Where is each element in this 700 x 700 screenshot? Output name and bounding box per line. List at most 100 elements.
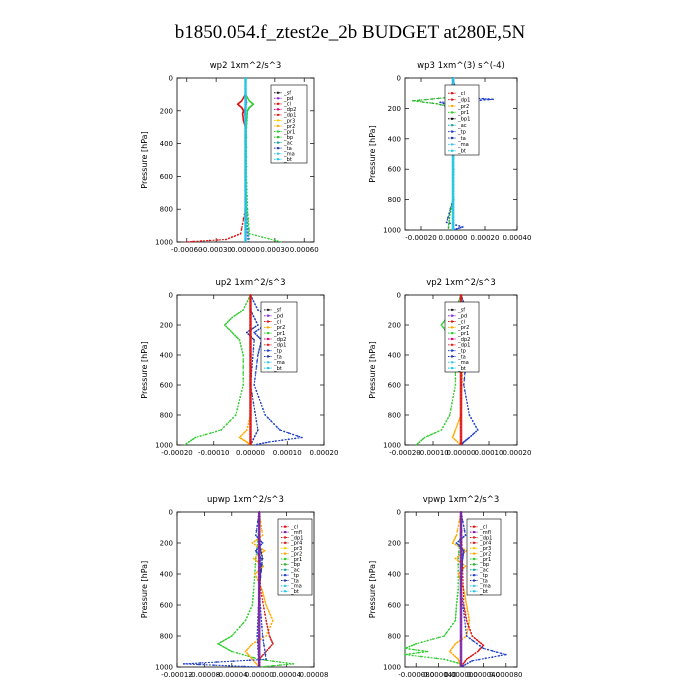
series-marker-pr1 <box>246 97 249 100</box>
series-marker-ta <box>253 339 256 341</box>
series-marker-cl <box>240 228 243 230</box>
legend-label: _pr1 <box>457 110 469 116</box>
series-marker-tp <box>439 101 442 104</box>
y-tick-label: 400 <box>388 571 401 579</box>
series-marker-pr1 <box>239 396 242 398</box>
series-marker-cl <box>462 663 465 665</box>
series-marker-tp <box>257 354 259 356</box>
series-marker-pr1 <box>226 321 229 323</box>
legend-label: _pr3 <box>290 546 302 552</box>
series-marker-pr2 <box>452 433 455 436</box>
series-marker-pr2 <box>254 573 256 575</box>
series-marker-ta <box>252 438 255 440</box>
legend-label: _mfl <box>290 530 302 536</box>
series-marker-pr1 <box>226 327 229 329</box>
legend-marker <box>276 135 280 139</box>
x-tick-label: -0.00004 <box>216 671 248 679</box>
series-marker-pr1 <box>252 588 255 591</box>
series-marker-cl <box>473 637 476 639</box>
series-marker-pr1 <box>443 423 446 425</box>
series-marker-tp <box>259 345 261 347</box>
series-marker-cl <box>242 218 245 220</box>
series-marker-pr2 <box>454 429 457 431</box>
y-tick-label: 200 <box>388 540 401 548</box>
series-marker-pr2 <box>456 559 459 561</box>
legend-marker <box>266 308 270 312</box>
series-marker-tp <box>254 303 256 305</box>
legend-marker <box>450 130 454 133</box>
series-marker-tp <box>482 97 485 100</box>
series-marker-pr1 <box>404 653 406 656</box>
series-marker-pr1 <box>220 429 223 431</box>
series-marker-pr2 <box>457 658 460 661</box>
legend-marker <box>472 552 476 555</box>
series-marker-pr2 <box>465 601 467 603</box>
x-tick-label: 0.00000 <box>439 234 468 242</box>
series-marker-tp <box>259 442 261 445</box>
series-marker-pr2 <box>451 542 454 544</box>
series-marker-pr1 <box>223 426 225 428</box>
x-tick-label: -0.00020 <box>389 449 420 457</box>
series-marker-tp <box>259 402 262 404</box>
legend-label: _ta <box>283 146 292 152</box>
series-marker-tp <box>283 430 286 433</box>
series-marker-tp <box>462 554 464 557</box>
series-marker-tp <box>199 662 202 664</box>
series-marker-pr1 <box>457 570 460 572</box>
series-marker-pr2 <box>453 432 456 434</box>
legend-label: _cl <box>457 319 465 325</box>
series-marker-pr1 <box>456 601 458 603</box>
series-marker-bp <box>421 101 424 103</box>
y-axis-label: Pressure [hPa] <box>140 131 149 188</box>
series-marker-pr2 <box>269 625 272 628</box>
series-marker-ta <box>254 318 256 320</box>
series-marker-pr1 <box>413 652 415 655</box>
series-marker-tp <box>461 226 464 228</box>
series-marker-pr1 <box>453 661 456 663</box>
series-marker-tp <box>473 432 476 434</box>
series-marker-pr1 <box>457 551 460 554</box>
panel-title: wp3 1xm^(3) s^(-4) <box>417 61 505 71</box>
series-marker-tp <box>462 664 465 667</box>
series-marker-pr2 <box>455 439 457 442</box>
series-marker-tp <box>215 661 218 663</box>
series-marker-pr2 <box>453 644 456 647</box>
series-marker-pr2 <box>453 539 456 541</box>
series-marker-pr2 <box>266 607 269 609</box>
series-marker-pr1 <box>446 659 449 662</box>
series-marker-pr1 <box>185 442 188 445</box>
series-marker-pr1 <box>237 312 240 314</box>
x-tick-label: 0.00010 <box>273 449 302 457</box>
series-marker-tp <box>482 647 485 650</box>
series-marker-tp <box>457 227 460 230</box>
series-marker-pr2 <box>457 573 460 575</box>
series-marker-cl <box>476 650 479 653</box>
legend-label: _tp <box>479 573 489 579</box>
series-marker-pr2 <box>261 534 264 537</box>
series-marker-pr1 <box>246 300 249 302</box>
series-marker-ta <box>261 557 264 560</box>
series-marker-tp <box>248 659 251 662</box>
series-marker-pr1 <box>454 619 457 622</box>
legend-label: _sf <box>283 91 291 97</box>
legend-marker <box>266 320 270 323</box>
series-marker-pr2 <box>453 430 456 433</box>
series-marker-cl <box>200 240 203 242</box>
series-marker-bp <box>416 100 419 103</box>
legend-marker <box>276 158 280 161</box>
series-marker-pr4 <box>265 619 267 622</box>
series-marker-pr1 <box>410 644 413 647</box>
legend-marker <box>450 104 454 108</box>
series-marker-pr2 <box>452 435 455 437</box>
panel-1: wp2 1xm^2/s^3 0 200 400 600 800 1000-0.00060-0… <box>140 61 319 254</box>
series-marker-pr1 <box>457 591 459 594</box>
series-marker-ta <box>256 635 258 637</box>
legend-marker <box>450 343 454 347</box>
series-marker-pr1 <box>242 378 245 380</box>
legend-label: _bp1 <box>457 117 470 123</box>
series-marker-tp <box>260 543 263 546</box>
legend-label: _pr3 <box>283 118 295 124</box>
series-marker-tp <box>267 417 269 419</box>
x-tick-label: 0.00040 <box>503 234 532 242</box>
series-marker-pr1 <box>455 610 457 613</box>
